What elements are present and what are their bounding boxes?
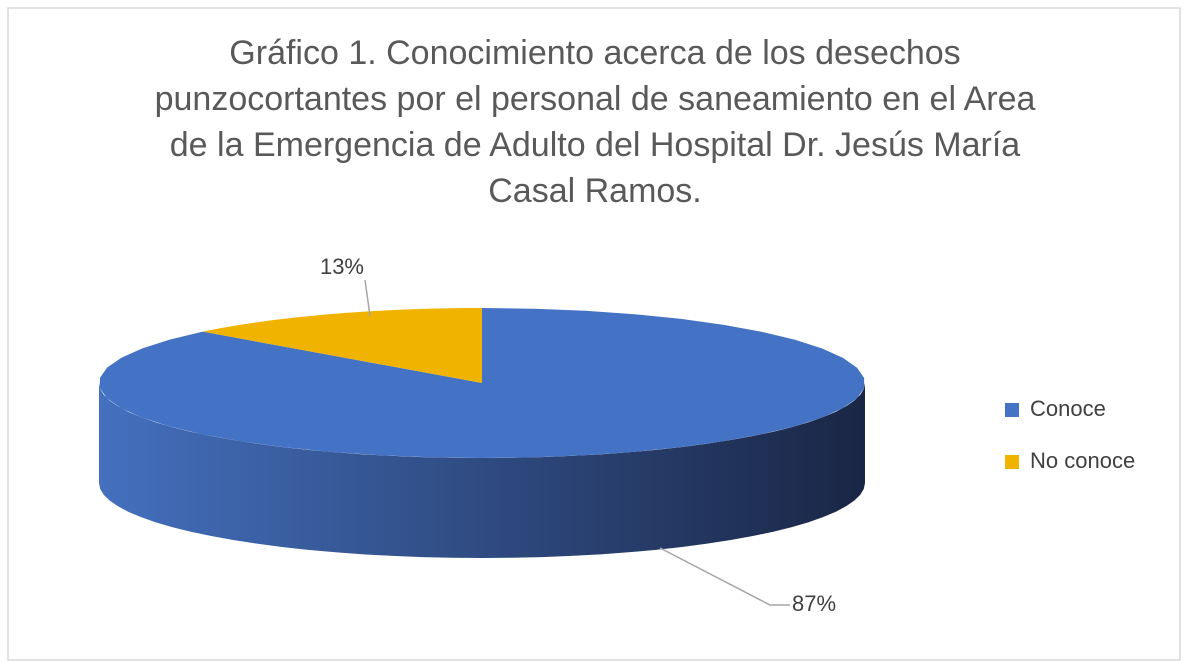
legend-swatch [1005, 403, 1019, 417]
slice [202, 308, 482, 383]
leader-line [364, 279, 371, 317]
slice-side [99, 383, 865, 558]
legend-label: Conoce [1030, 396, 1106, 421]
data-label: 13% [320, 254, 364, 279]
legend-swatch [1005, 455, 1019, 469]
chart-title: Gráfico 1. Conocimiento acerca de los de… [154, 34, 1036, 210]
legend-label: No conoce [1030, 448, 1135, 473]
slice [99, 308, 865, 458]
data-label: 87% [792, 591, 836, 616]
chart-border [7, 7, 1181, 661]
leader-line [659, 547, 790, 606]
